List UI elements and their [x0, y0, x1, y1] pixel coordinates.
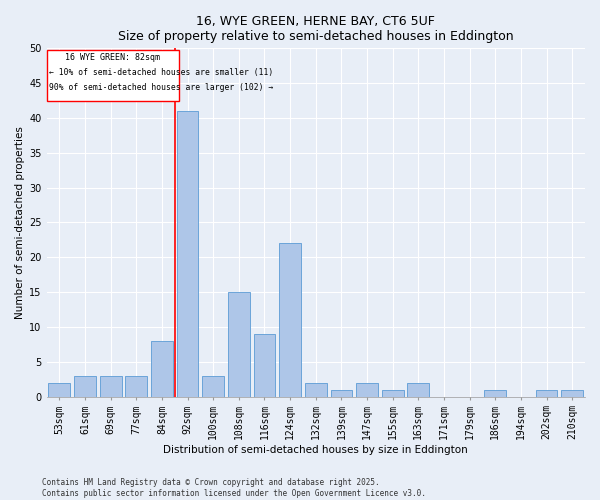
Title: 16, WYE GREEN, HERNE BAY, CT6 5UF
Size of property relative to semi-detached hou: 16, WYE GREEN, HERNE BAY, CT6 5UF Size o…: [118, 15, 514, 43]
Bar: [305, 382, 326, 396]
Bar: [382, 390, 404, 396]
Bar: [74, 376, 96, 396]
Text: 16 WYE GREEN: 82sqm: 16 WYE GREEN: 82sqm: [65, 53, 160, 62]
Bar: [331, 390, 352, 396]
FancyBboxPatch shape: [47, 50, 179, 100]
Text: Contains HM Land Registry data © Crown copyright and database right 2025.
Contai: Contains HM Land Registry data © Crown c…: [42, 478, 426, 498]
Text: 90% of semi-detached houses are larger (102) →: 90% of semi-detached houses are larger (…: [49, 83, 274, 92]
Bar: [151, 341, 173, 396]
X-axis label: Distribution of semi-detached houses by size in Eddington: Distribution of semi-detached houses by …: [163, 445, 468, 455]
Text: ← 10% of semi-detached houses are smaller (11): ← 10% of semi-detached houses are smalle…: [49, 68, 274, 77]
Bar: [407, 382, 429, 396]
Bar: [202, 376, 224, 396]
Bar: [254, 334, 275, 396]
Bar: [279, 244, 301, 396]
Bar: [356, 382, 378, 396]
Y-axis label: Number of semi-detached properties: Number of semi-detached properties: [15, 126, 25, 319]
Bar: [561, 390, 583, 396]
Bar: [125, 376, 147, 396]
Bar: [484, 390, 506, 396]
Bar: [49, 382, 70, 396]
Bar: [228, 292, 250, 397]
Bar: [176, 111, 199, 397]
Bar: [536, 390, 557, 396]
Bar: [100, 376, 122, 396]
